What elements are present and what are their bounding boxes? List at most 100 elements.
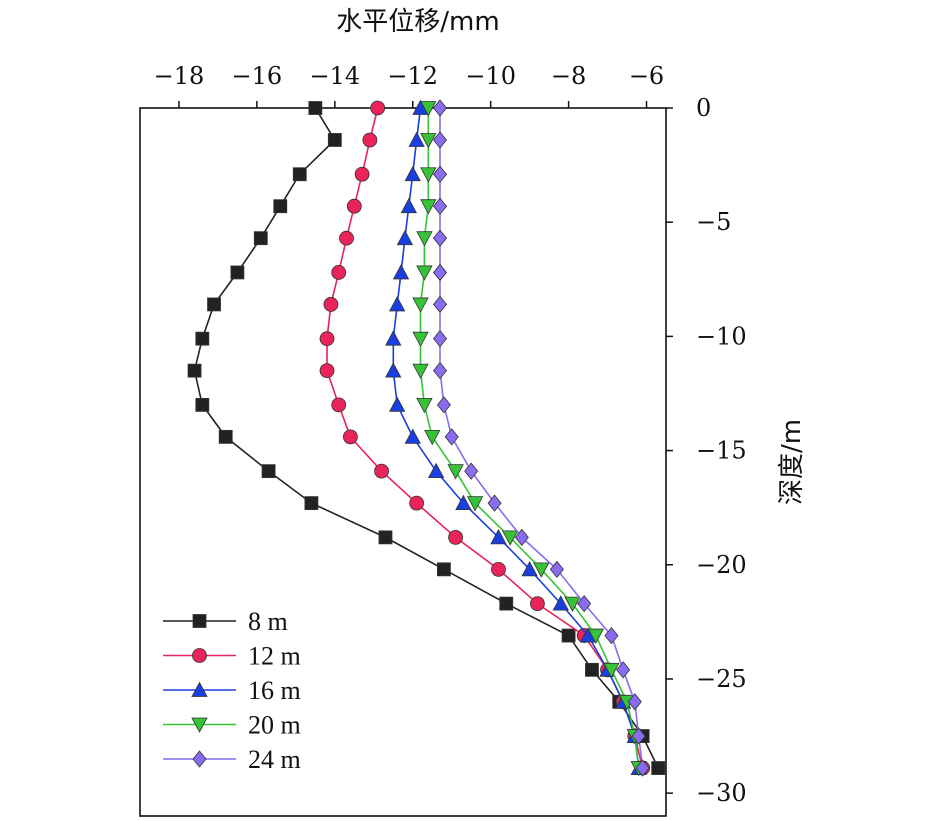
data-point [378, 530, 393, 545]
data-point [436, 396, 451, 414]
data-point [514, 528, 529, 547]
data-point [195, 398, 210, 412]
legend-label: 8 m [248, 607, 288, 636]
data-point [273, 199, 288, 214]
data-point [331, 265, 347, 280]
legend-swatch-marker [191, 717, 208, 733]
data-point [261, 464, 276, 479]
data-point [585, 662, 599, 677]
data-point [490, 529, 507, 545]
data-point [385, 330, 402, 346]
data-point [635, 759, 650, 777]
data-point [627, 693, 642, 711]
data-point [501, 530, 519, 546]
x-tick-label: −8 [551, 62, 586, 90]
legend-label: 24 m [248, 745, 301, 774]
data-point [253, 231, 268, 246]
series-3 [412, 101, 647, 777]
data-point [304, 496, 319, 511]
data-point [444, 428, 459, 446]
data-point [533, 562, 550, 578]
legend-label: 16 m [248, 676, 301, 705]
x-tick-label: −14 [309, 62, 360, 90]
data-point [230, 265, 245, 280]
x-tick-label: −12 [387, 62, 438, 90]
data-point [432, 362, 448, 380]
data-point [404, 165, 421, 182]
x-axis-title: 水平位移/mm [336, 7, 499, 37]
x-axis-ticks: −18 −16 −14 −12 −10 −8 −6 [154, 62, 664, 108]
series-layer [187, 99, 666, 777]
data-point [292, 167, 307, 182]
data-point [416, 398, 433, 414]
data-point [339, 230, 354, 246]
data-point [388, 296, 406, 312]
data-point [362, 132, 378, 148]
data-point [466, 496, 484, 512]
data-point [549, 560, 564, 578]
legend-swatch-marker [192, 614, 207, 628]
data-point [530, 596, 545, 611]
data-point [491, 561, 506, 577]
data-point [499, 596, 514, 611]
data-point [561, 628, 576, 643]
legend-label: 12 m [248, 642, 301, 671]
data-point [354, 166, 370, 182]
data-point [521, 560, 538, 577]
data-point [308, 101, 323, 115]
data-point [396, 229, 414, 246]
data-point [412, 297, 429, 313]
data-point [420, 199, 437, 215]
data-point [432, 295, 448, 314]
data-point [604, 626, 619, 645]
data-point [409, 495, 425, 511]
data-point [408, 131, 425, 147]
y-tick-label: −5 [696, 208, 731, 236]
data-point [207, 297, 221, 312]
series-4 [432, 99, 650, 777]
data-point [564, 596, 581, 612]
data-point [400, 197, 418, 214]
data-point [412, 331, 429, 348]
data-point [464, 462, 479, 480]
x-tick-label: −10 [465, 62, 516, 90]
data-point [455, 494, 472, 511]
y-tick-label: −20 [696, 551, 747, 579]
y-axis-title: 深度/m [777, 419, 807, 505]
y-tick-label: −30 [696, 779, 747, 807]
data-point [331, 397, 347, 413]
data-point [424, 429, 441, 446]
x-tick-label: −6 [629, 62, 664, 90]
data-point [432, 99, 448, 117]
data-point [631, 727, 646, 745]
data-point [432, 165, 448, 183]
data-point [603, 662, 620, 679]
data-point [404, 428, 421, 444]
data-point [616, 661, 631, 679]
data-point [432, 263, 448, 282]
data-point [420, 167, 437, 183]
data-point [432, 229, 448, 247]
data-point [385, 362, 402, 378]
data-point [437, 562, 451, 577]
legend-swatch-marker [192, 648, 207, 663]
data-point [427, 462, 445, 479]
data-point [323, 297, 339, 312]
data-point [392, 264, 410, 280]
data-point [412, 363, 429, 379]
y-tick-label: −10 [696, 322, 747, 350]
data-point [327, 133, 342, 147]
data-point [218, 429, 233, 444]
data-point [388, 396, 406, 412]
data-point [195, 331, 210, 346]
data-point [447, 464, 464, 480]
data-point [374, 463, 389, 479]
y-tick-label: 0 [696, 94, 711, 122]
series-1 [319, 100, 651, 776]
legend-swatch-marker [191, 681, 208, 697]
legend-item: 16 m [163, 676, 301, 705]
legend-label: 20 m [248, 711, 301, 740]
plot-frame [139, 107, 667, 817]
legend-swatch-marker [192, 750, 207, 768]
